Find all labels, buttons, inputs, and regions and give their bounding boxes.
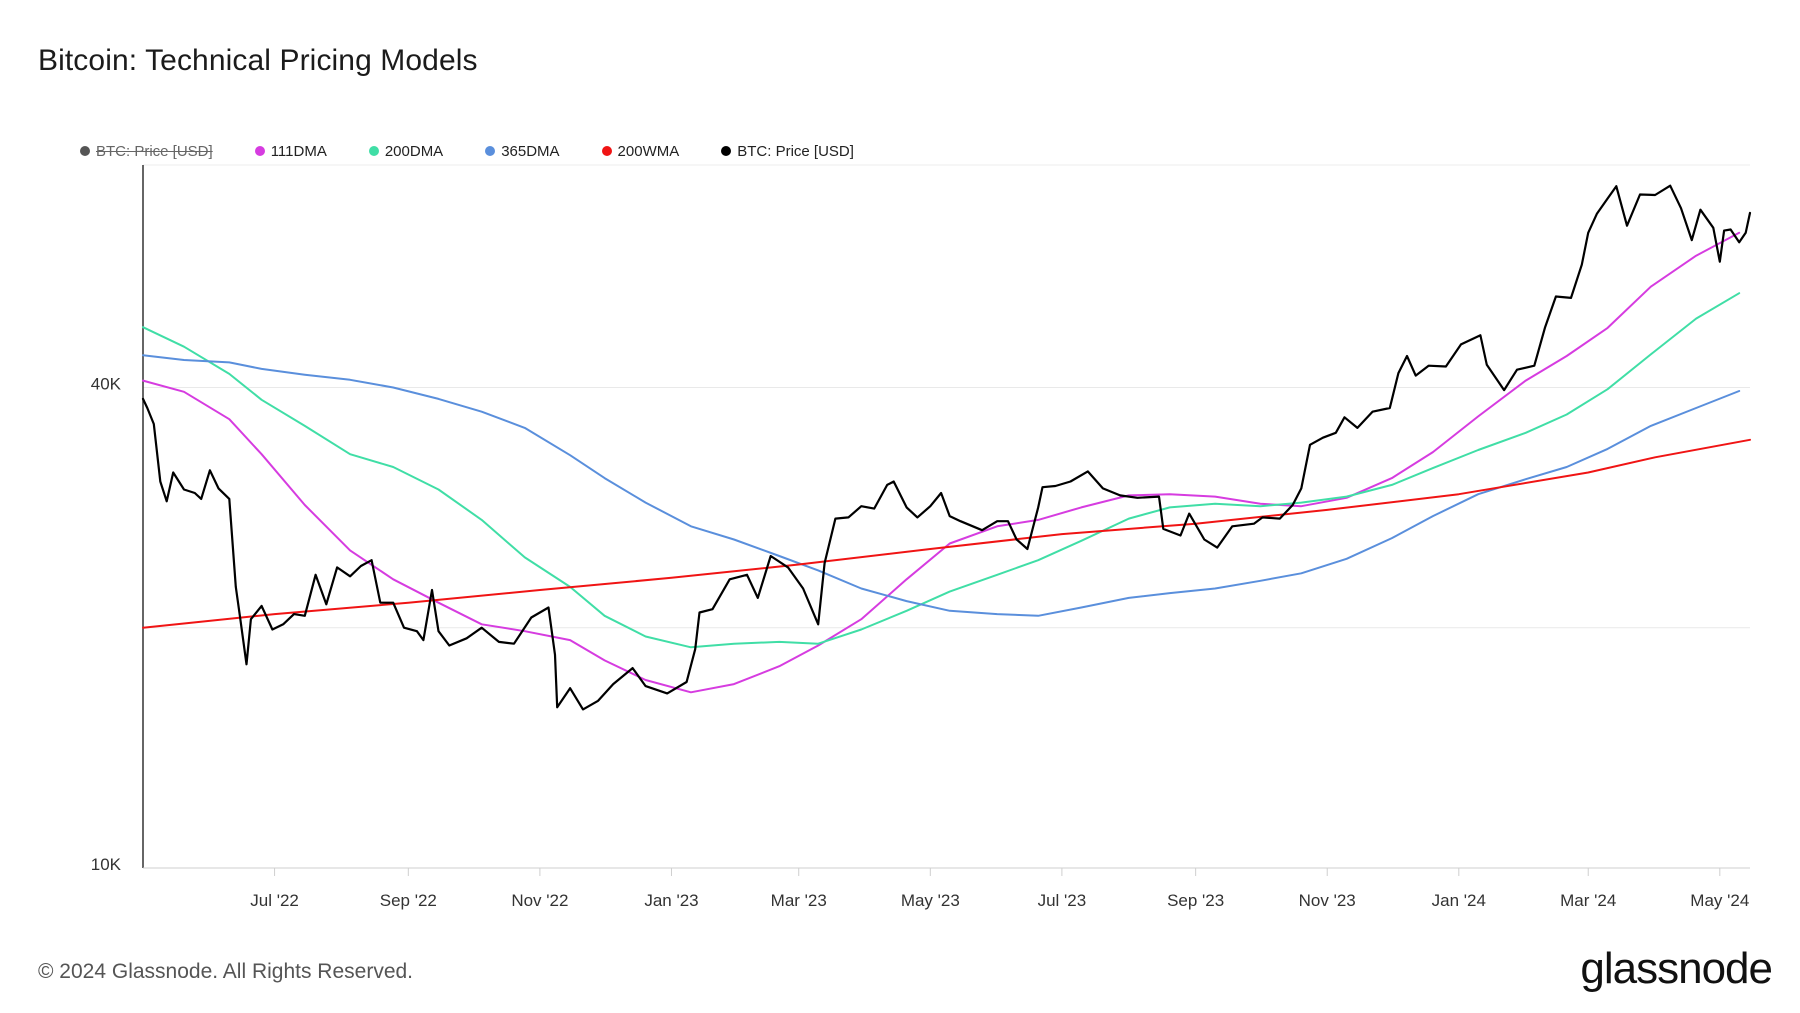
legend-dot-icon bbox=[368, 146, 379, 156]
legend-dot-icon bbox=[254, 146, 265, 156]
x-tick-label: Jul '23 bbox=[1038, 891, 1087, 910]
x-tick-label: Nov '23 bbox=[1299, 891, 1356, 910]
legend-label: BTC: Price [USD] bbox=[96, 142, 213, 160]
series-line-365dma bbox=[142, 354, 1741, 617]
chart-title: Bitcoin: Technical Pricing Models bbox=[38, 44, 478, 77]
x-tick-label: Jan '24 bbox=[1432, 891, 1486, 910]
legend-item-0[interactable]: BTC: Price [USD] bbox=[80, 143, 213, 160]
x-tick-label: Sep '22 bbox=[380, 891, 437, 910]
series-line-200dma bbox=[142, 292, 1741, 649]
x-tick-label: Mar '24 bbox=[1560, 891, 1616, 910]
legend-item-2[interactable]: 200DMA bbox=[368, 142, 444, 160]
x-tick-label: May '23 bbox=[901, 891, 960, 910]
legend-item-3[interactable]: 365DMA bbox=[485, 142, 560, 160]
x-tick-label: Nov '22 bbox=[511, 891, 568, 910]
series-line-200wma bbox=[142, 438, 1751, 629]
legend-dot-icon bbox=[80, 146, 90, 156]
legend-label: 200WMA bbox=[617, 142, 680, 160]
chart-legend: BTC: Price [USD] 111DMA 200DMA 365DMA 200WMA… bbox=[80, 140, 896, 162]
copyright-text: © 2024 Glassnode. All Rights Reserved. bbox=[38, 960, 414, 983]
legend-label: 200DMA bbox=[384, 142, 444, 160]
series-line-btc-price-usd bbox=[141, 184, 1752, 711]
legend-label: 111DMA bbox=[270, 142, 327, 160]
legend-label: 365DMA bbox=[501, 142, 560, 160]
x-tick-label: Jan '23 bbox=[644, 891, 698, 910]
x-tick-label: May '24 bbox=[1690, 891, 1749, 910]
y-tick-label: 40K bbox=[91, 374, 122, 393]
series-line-111dma bbox=[142, 231, 1741, 694]
legend-item-1[interactable]: 111DMA bbox=[254, 142, 327, 160]
y-tick-label: 10K bbox=[91, 855, 122, 874]
x-tick-label: Sep '23 bbox=[1167, 891, 1224, 910]
x-tick-label: Mar '23 bbox=[771, 891, 827, 910]
legend-item-4[interactable]: 200WMA bbox=[601, 142, 680, 160]
x-tick-label: Jul '22 bbox=[250, 891, 299, 910]
glassnode-logo: glassnode bbox=[1580, 944, 1773, 993]
legend-dot-icon bbox=[721, 146, 732, 156]
legend-dot-icon bbox=[485, 146, 496, 156]
legend-label: BTC: Price [USD] bbox=[737, 142, 854, 160]
legend-dot-icon bbox=[601, 146, 612, 156]
legend-item-5[interactable]: BTC: Price [USD] bbox=[721, 143, 854, 160]
